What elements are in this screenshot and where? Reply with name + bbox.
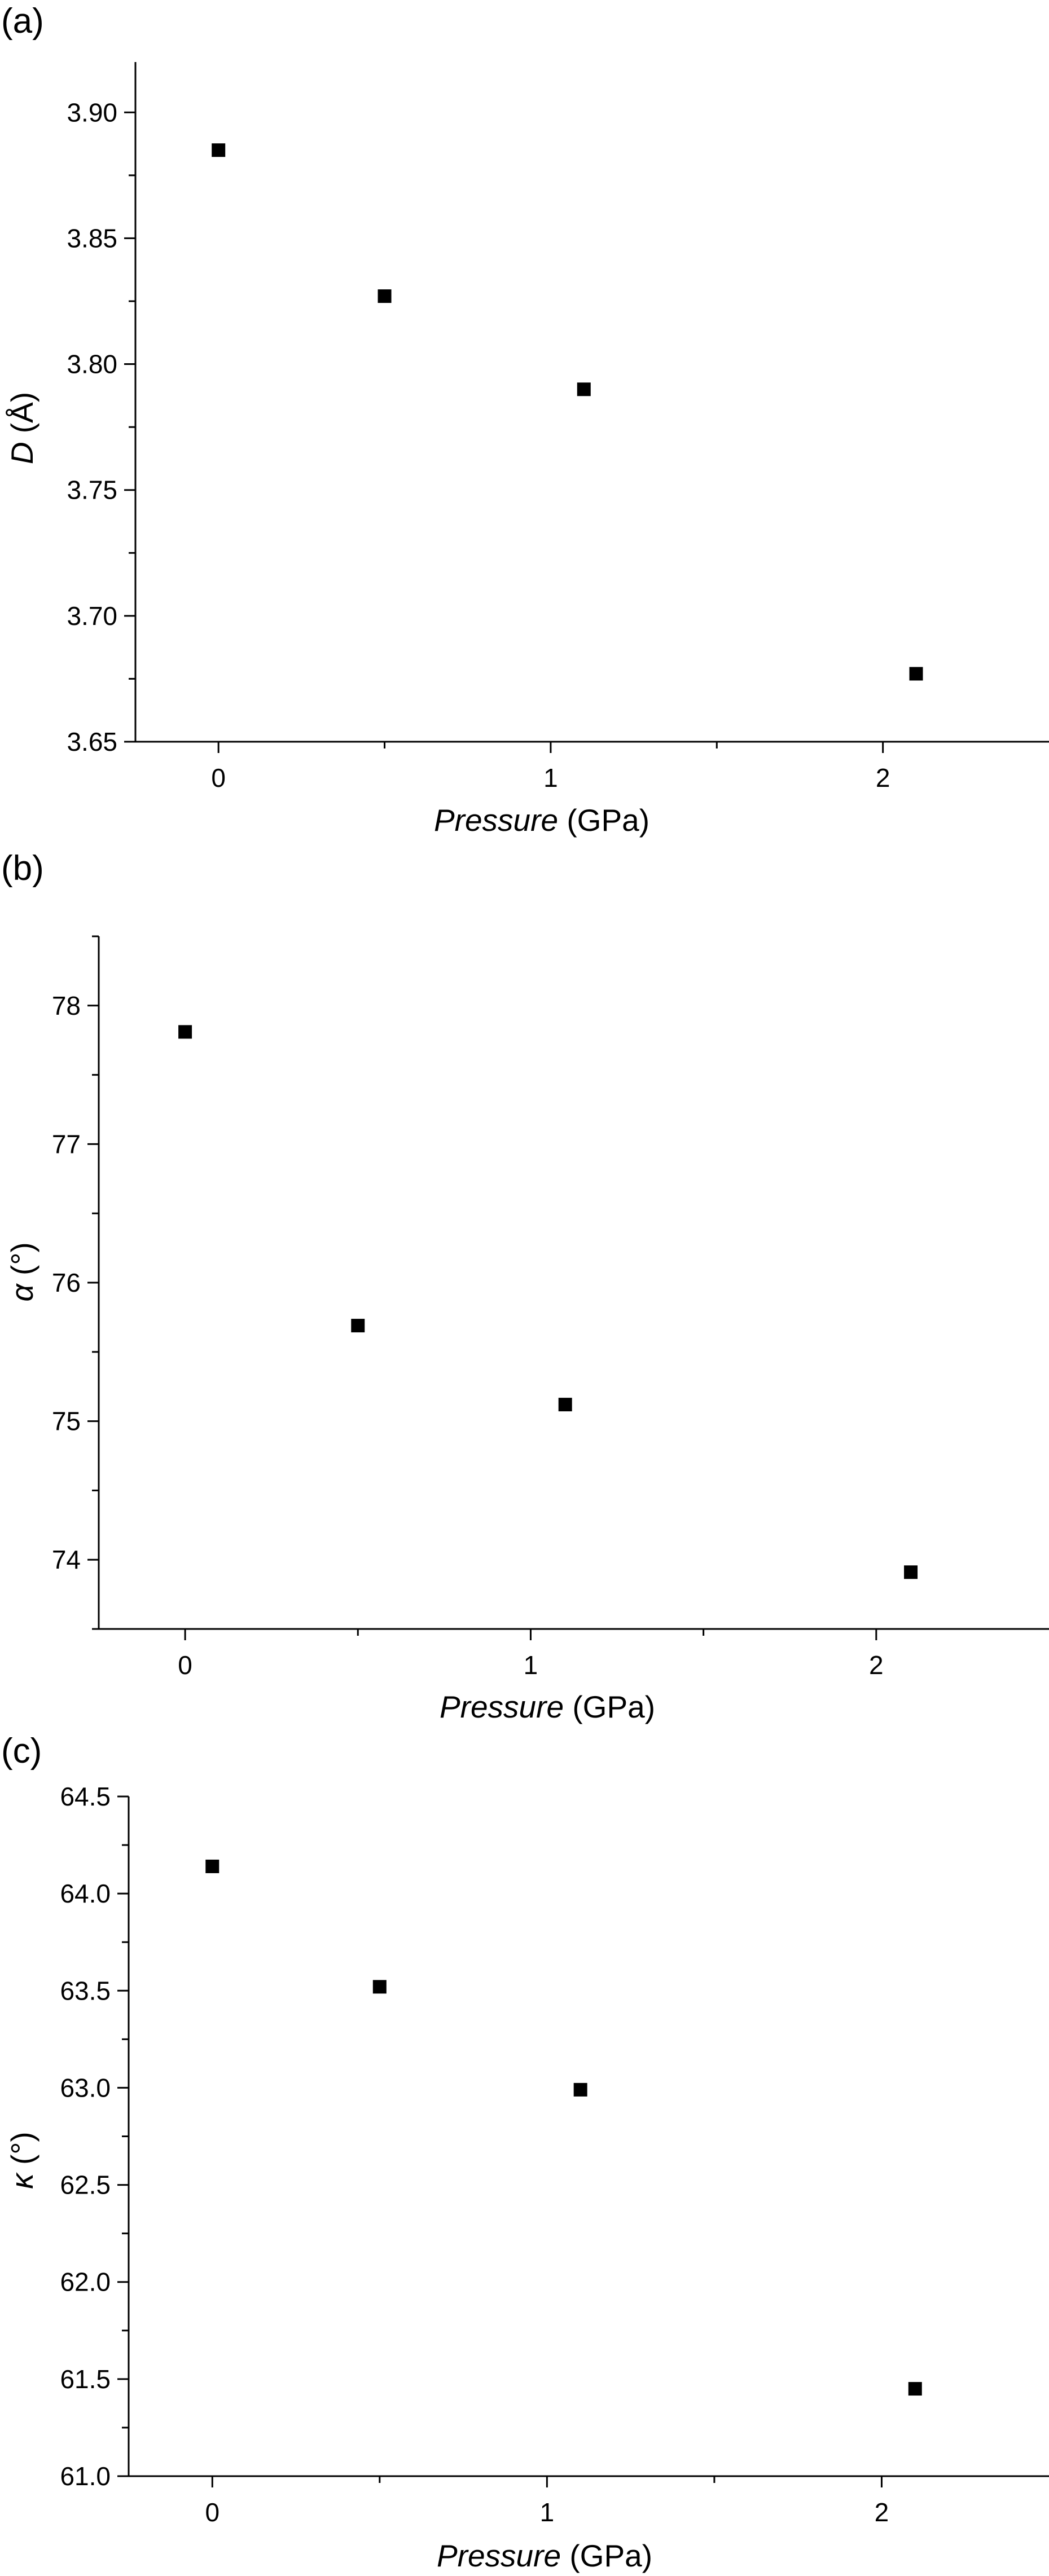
panel-b-data-point: [558, 1398, 572, 1412]
panel-b: (b) 0 1 2 74 75 76 77 78 Pressure (GPa) α (°): [1, 849, 1049, 1724]
panel-b-ylabel-italic: α: [5, 1283, 39, 1302]
panel-a-xlabel-rest: (GPa): [558, 803, 649, 838]
panel-a-y-axis-title: D (Å): [5, 392, 39, 464]
panel-c-xlabel-rest: (GPa): [561, 2538, 652, 2573]
panel-c-data-point: [372, 1980, 387, 1994]
panel-c-y-tick-label: 63.5: [60, 1976, 111, 2005]
panel-c-points: [205, 1859, 922, 2396]
panel-a: (a) 0 1 2 3.65 3.70 3.75 3.80 3.85 3.90 Pressure…: [1, 2, 1049, 838]
panel-c-label: (c): [1, 1732, 42, 1771]
panel-c-y-tick-label: 63.0: [60, 2073, 111, 2102]
panel-b-xlabel-rest: (GPa): [564, 1689, 655, 1724]
panel-a-ylabel-italic: D: [5, 442, 39, 464]
panel-c-y-tick-label: 64.0: [60, 1879, 111, 1908]
panel-c-x-tick-label: 1: [540, 2498, 555, 2527]
panel-c-y-tick-label: 61.0: [60, 2461, 111, 2491]
panel-b-xlabel-italic: Pressure: [440, 1689, 564, 1724]
panel-a-x-tick-label: 1: [543, 763, 558, 792]
panel-c: (c) 0 1 261.061.562.062.563.063.564.064.5 …: [1, 1732, 1049, 2573]
panel-b-y-tick-label: 77: [52, 1129, 81, 1159]
panel-c-y-tick-label: 62.0: [60, 2267, 111, 2297]
panel-b-x-tick-label: 1: [524, 1650, 538, 1680]
panel-a-ylabel-rest: (Å): [5, 392, 39, 442]
panel-b-y-tick-label: 75: [52, 1407, 81, 1436]
panel-a-y-tick-label: 3.75: [67, 475, 117, 505]
panel-c-data-point: [205, 1859, 220, 1873]
panel-a-xlabel-italic: Pressure: [434, 803, 558, 838]
panel-b-data-point: [178, 1025, 192, 1039]
panel-b-x-tick-label: 2: [869, 1650, 884, 1680]
panel-a-x-tick-label: 2: [876, 763, 890, 792]
panel-b-y-axis-title: α (°): [5, 1242, 39, 1301]
panel-a-y-tick-label: 3.85: [67, 223, 117, 253]
panel-b-points: [178, 1025, 918, 1579]
panel-c-y-tick-label: 62.5: [60, 2170, 111, 2200]
panel-a-data-point: [577, 382, 591, 397]
panel-a-data-point: [378, 289, 392, 303]
panel-a-points: [212, 143, 923, 681]
panel-b-ylabel-rest: (°): [5, 1242, 39, 1284]
panel-a-data-point: [909, 667, 923, 681]
panel-c-y-axis-title: κ (°): [5, 2132, 39, 2189]
panel-c-x-axis-title: Pressure (GPa): [437, 2538, 652, 2573]
panel-c-y-tick-label: 61.5: [60, 2364, 111, 2394]
panel-a-y-tick-label: 3.90: [67, 98, 117, 127]
panel-b-data-point: [351, 1319, 365, 1333]
panel-a-y-tick-label: 3.65: [67, 727, 117, 756]
panel-b-y-tick-label: 78: [52, 991, 81, 1020]
panel-a-data-point: [212, 143, 226, 157]
panel-b-x-tick-label: 0: [178, 1650, 192, 1680]
panel-b-x-axis-title: Pressure (GPa): [440, 1689, 655, 1724]
panel-c-data-point: [573, 2082, 587, 2097]
panel-a-y-tick-label: 3.70: [67, 601, 117, 631]
panel-c-ticks: 0 1 2 61.0 61.5 62.0 62.5 63.0 63.5 64.0 64.5: [60, 1782, 1049, 2527]
panel-a-ticks: 0 1 2 3.65 3.70 3.75 3.80 3.85 3.90: [67, 62, 1049, 792]
panel-c-x-tick-label: 2: [875, 2498, 889, 2527]
panel-c-ylabel-italic: κ: [5, 2172, 39, 2189]
panel-c-x-tick-label: 0: [205, 2498, 220, 2527]
panel-c-data-point: [908, 2382, 922, 2396]
panel-a-label: (a): [1, 2, 44, 41]
panel-b-y-tick-label: 76: [52, 1268, 81, 1297]
panel-a-x-tick-label: 0: [211, 763, 226, 792]
panel-c-ylabel-rest: (°): [5, 2132, 39, 2173]
panel-b-y-tick-label: 74: [52, 1545, 81, 1574]
panel-b-label: (b): [1, 849, 44, 888]
panel-c-y-tick-label: 64.5: [60, 1782, 111, 1811]
panel-a-x-axis-title: Pressure (GPa): [434, 803, 649, 838]
panel-a-y-tick-label: 3.80: [67, 350, 117, 379]
panel-b-data-point: [904, 1565, 918, 1579]
panel-c-xlabel-italic: Pressure: [437, 2538, 561, 2573]
panel-b-ticks: 0 1 2 74 75 76 77 78: [52, 935, 1049, 1680]
